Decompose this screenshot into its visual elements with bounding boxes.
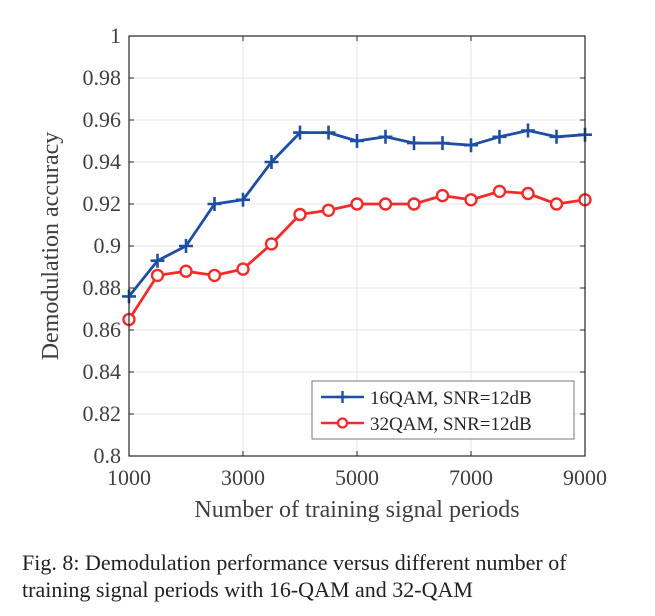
data-point-plus (549, 129, 564, 144)
y-tick-label: 0.86 (83, 317, 122, 342)
y-tick-labels: 0.8 0.82 0.84 0.86 0.88 0.9 0.92 0.94 0.96 0.98 1 (83, 23, 122, 468)
series-16qam (122, 123, 592, 304)
y-axis-title: Demodulation accuracy (38, 132, 64, 361)
data-point-plus (150, 253, 165, 268)
data-point-circle (378, 197, 393, 211)
legend-plus-marker-icon (336, 391, 349, 403)
data-point-circle (521, 186, 535, 201)
x-tick-labels: 1000 3000 5000 7000 9000 (107, 465, 607, 490)
data-point-circle (350, 197, 364, 211)
y-tick-label: 0.96 (83, 107, 122, 132)
data-point-plus (521, 123, 535, 138)
data-point-plus (236, 192, 250, 207)
legend-label-16qam: 16QAM, SNR=12dB (370, 388, 532, 409)
data-point-plus (207, 197, 222, 211)
legend-circle-marker-icon (336, 417, 349, 429)
y-tick-label: 0.94 (83, 149, 122, 174)
y-tick-label: 0.84 (83, 359, 122, 384)
x-tick-label: 3000 (221, 465, 265, 490)
caption-line-2: training signal periods with 16-QAM and … (22, 577, 473, 602)
plot-frame (128, 35, 586, 457)
series-32qam (122, 184, 592, 327)
data-point-circle (264, 237, 279, 251)
data-point-plus (435, 136, 450, 151)
caption-line-1: Fig. 8: Demodulation performance versus … (22, 550, 567, 575)
y-tick-label: 0.82 (83, 401, 122, 426)
data-point-circle (150, 268, 165, 283)
data-point-circle (549, 197, 564, 211)
data-point-circle (207, 268, 222, 283)
data-point-circle (435, 188, 450, 203)
legend-entry-32qam: 32QAM, SNR=12dB (321, 414, 532, 435)
data-point-circle (407, 197, 421, 211)
x-tick-label: 7000 (449, 465, 493, 490)
legend-label-32qam: 32QAM, SNR=12dB (370, 414, 532, 435)
data-point-plus (378, 129, 393, 144)
y-tick-label: 0.98 (83, 65, 122, 90)
legend-entry-16qam: 16QAM, SNR=12dB (321, 388, 532, 409)
figure-caption: Fig. 8: Demodulation performance versus … (22, 549, 652, 603)
data-point-circle (236, 262, 250, 276)
y-tick-label: 0.92 (83, 191, 122, 216)
line-chart: 0.80.820.840.860.880.90.920.940.960.981 … (38, 23, 607, 523)
x-axis-title: Number of training signal periods (194, 497, 519, 523)
legend-box (311, 380, 575, 440)
data-point-circle (293, 207, 307, 222)
data-point-plus (321, 125, 336, 140)
data-point-plus (464, 138, 478, 153)
data-point-circle (179, 264, 193, 278)
data-point-circle (492, 184, 507, 199)
legend: 16QAM, SNR=12dB 32QAM, SNR=12dB (311, 380, 575, 440)
data-point-plus (293, 125, 307, 140)
data-point-circle (321, 203, 336, 218)
data-point-circle (464, 193, 478, 207)
y-tick-label: 1 (110, 23, 121, 48)
data-point-plus (492, 129, 507, 144)
y-tick-label: 0.8 (94, 443, 122, 468)
y-tick-label: 0.88 (83, 275, 122, 300)
x-tick-label: 9000 (563, 465, 607, 490)
data-point-plus (179, 239, 193, 253)
data-point-plus (407, 136, 421, 151)
x-tick-label: 5000 (335, 465, 379, 490)
data-point-plus (350, 134, 364, 148)
data-point-plus (264, 155, 279, 169)
x-tick-label: 1000 (107, 465, 151, 490)
series-layer (122, 123, 592, 327)
y-tick-label: 0.9 (94, 233, 122, 258)
